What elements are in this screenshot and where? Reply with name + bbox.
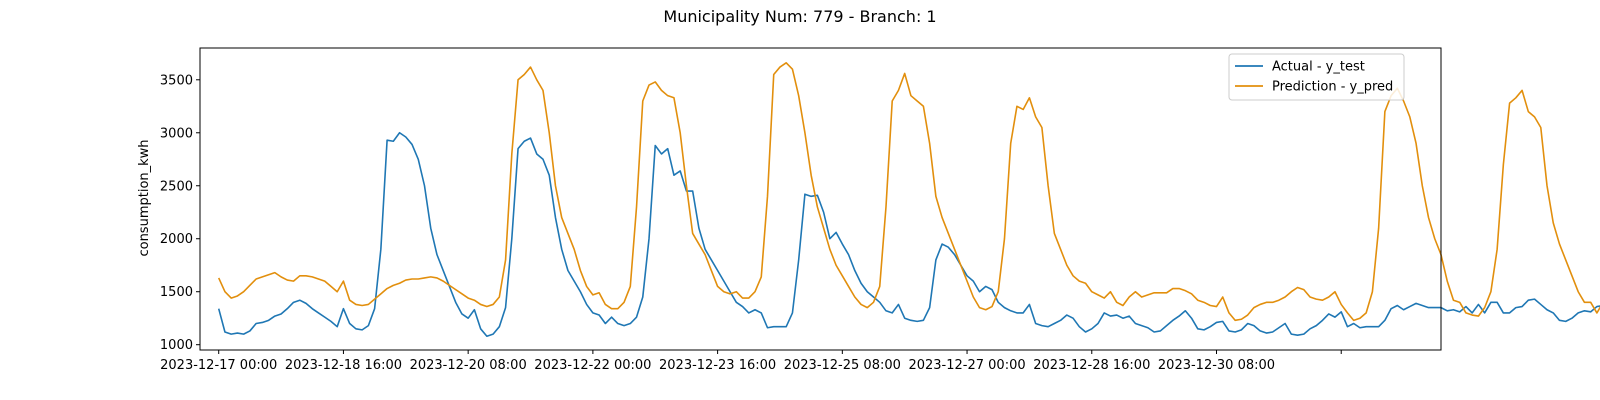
plot-frame — [199, 47, 1442, 351]
actual-series-line — [217, 131, 1600, 338]
y-tick-label: 2000 — [160, 232, 193, 247]
chart-title: Municipality Num: 779 - Branch: 1 — [663, 7, 936, 26]
plot-area — [217, 62, 1600, 338]
prediction-series-line — [217, 62, 1600, 322]
x-tick-label: 2023-12-17 00:00 — [160, 358, 277, 373]
x-tick-label: 2023-12-22 00:00 — [534, 358, 651, 373]
x-tick-label: 2023-12-23 16:00 — [659, 358, 776, 373]
y-tick-label: 1000 — [160, 338, 193, 353]
y-axis-label: consumption_kwh — [137, 139, 152, 256]
x-tick-label: 2023-12-28 16:00 — [1033, 358, 1150, 373]
x-tick-label: 2023-12-25 08:00 — [784, 358, 901, 373]
y-tick-label: 3000 — [160, 126, 193, 141]
x-axis: 2023-12-17 00:00 2023-12-18 16:00 2023-12-… — [160, 350, 1342, 373]
y-tick-label: 2500 — [160, 179, 193, 194]
x-tick-label: 2023-12-18 16:00 — [285, 358, 402, 373]
y-axis: 1000 1500 2000 2500 3000 3500 — [160, 73, 200, 353]
legend-label-actual: Actual - y_test — [1272, 60, 1365, 75]
x-tick-label: 2023-12-20 08:00 — [410, 358, 527, 373]
y-tick-label: 1500 — [160, 285, 193, 300]
legend-box — [1228, 53, 1405, 101]
legend: Actual - y_test Prediction - y_pred — [1228, 53, 1405, 101]
y-tick-label: 3500 — [160, 73, 193, 88]
legend-label-prediction: Prediction - y_pred — [1272, 80, 1393, 95]
x-tick-label: 2023-12-30 08:00 — [1158, 358, 1275, 373]
x-tick-label: 2023-12-27 00:00 — [908, 358, 1025, 373]
